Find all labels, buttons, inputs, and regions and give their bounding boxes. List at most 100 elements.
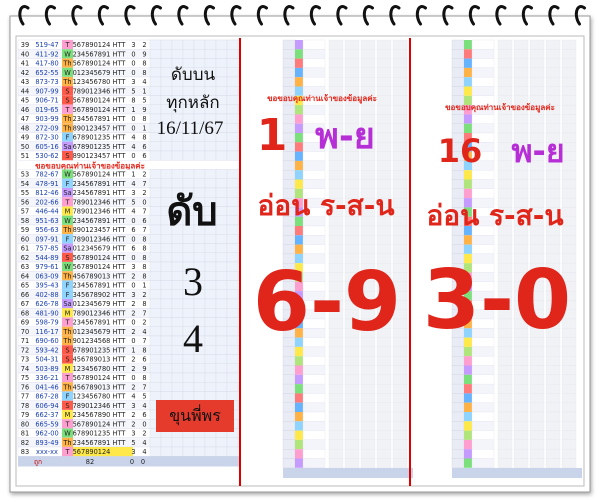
blank-cell — [182, 234, 195, 244]
stripe-blank — [360, 402, 376, 413]
stripe-blank — [392, 393, 408, 403]
table-cell: 503-89 — [35, 365, 58, 373]
table-cell: 962-00 — [35, 430, 58, 438]
blank-cell — [160, 261, 173, 272]
stripe-blank — [360, 458, 376, 468]
stripe-cell — [302, 458, 326, 468]
stripe-color — [464, 114, 472, 124]
table-cell: HTT — [113, 69, 127, 77]
table-cell: 6 — [142, 411, 146, 419]
table-cell: 567890124 — [73, 97, 111, 105]
table-cell: HTT — [113, 272, 127, 280]
stripe-num — [451, 170, 465, 180]
stripe-cell — [471, 77, 495, 87]
stripe-blank — [561, 421, 577, 431]
stripe-blank — [376, 132, 392, 143]
blank-cell — [160, 150, 173, 161]
ring — [44, 5, 56, 26]
stripe-color — [464, 356, 472, 366]
table-cell: 46 — [21, 106, 29, 114]
table-cell: 789012346 — [73, 402, 111, 410]
table-cell: 757-85 — [35, 245, 58, 253]
stripe-color — [464, 40, 472, 50]
blank-cell — [171, 335, 184, 346]
stripe-blank — [344, 402, 360, 413]
table-cell: 1 — [142, 87, 146, 95]
stripe-blank — [328, 160, 344, 171]
table-cell: 0 — [131, 235, 135, 243]
table-cell: 012345679 — [73, 328, 111, 336]
blank-cell — [160, 49, 173, 59]
stripe-blank — [328, 402, 344, 413]
table-cell: 812-46 — [35, 189, 58, 197]
blank-cell — [204, 354, 217, 364]
stripe-blank — [561, 86, 577, 96]
stripe-blank — [392, 411, 408, 422]
stripe-color — [295, 151, 303, 161]
stripe-num — [451, 235, 465, 245]
table-cell: Sa — [63, 300, 71, 308]
day-cell — [62, 391, 73, 401]
stripe-blank — [360, 67, 376, 78]
blank-cell — [171, 345, 184, 355]
stripe-color — [295, 253, 303, 264]
table-cell: 567890124 — [73, 171, 111, 179]
blank-cell — [215, 67, 228, 78]
blank-cell — [171, 252, 184, 263]
blank-cell — [182, 243, 195, 253]
stripe-color — [464, 458, 472, 468]
stripe-blank — [497, 374, 513, 385]
blank-cell — [149, 206, 162, 216]
table-cell: 45 — [21, 97, 29, 105]
table-cell: 66 — [21, 291, 29, 299]
table-cell: 867-28 — [35, 393, 58, 401]
stripe-blank — [513, 346, 529, 357]
blank-cell — [204, 335, 217, 346]
table-cell: HTT — [113, 328, 127, 336]
blank-cell — [204, 252, 217, 263]
stripe-blank — [392, 197, 408, 208]
blank-cell — [149, 104, 162, 115]
stripe-blank — [392, 104, 408, 115]
blank-cell — [204, 49, 217, 59]
stripe-blank — [497, 449, 513, 459]
stripe-blank — [344, 58, 360, 69]
stripe-color — [295, 170, 303, 180]
stripe-blank — [392, 421, 408, 431]
stripe-blank — [513, 421, 529, 431]
stripe-color — [464, 235, 472, 245]
stripe-color — [464, 337, 472, 347]
stripe-blank — [344, 170, 360, 180]
stripe-blank — [497, 411, 513, 422]
stripe-blank — [561, 402, 577, 413]
stripe-blank — [344, 439, 360, 450]
day-cell — [62, 215, 73, 225]
stripe-blank — [529, 235, 545, 245]
table-cell: 8 — [142, 346, 146, 354]
stripe-blank — [513, 449, 529, 459]
table-cell: 012345679 — [73, 245, 111, 253]
table-cell: 81 — [21, 430, 29, 438]
stripe-blank — [344, 244, 360, 255]
blank-cell — [171, 261, 184, 272]
stripe-blank — [344, 235, 360, 245]
blank-cell — [215, 326, 228, 337]
day-cell — [62, 104, 73, 114]
stripe-blank — [513, 67, 529, 78]
table-cell: 1 — [131, 106, 135, 114]
stripe-color — [295, 300, 303, 310]
stripe-blank — [529, 411, 545, 422]
stripe-blank — [392, 430, 408, 441]
blank-cell — [226, 298, 239, 309]
stripe-cell — [471, 402, 495, 413]
table-cell: 872-30 — [35, 134, 58, 142]
ring — [71, 5, 83, 26]
stripe-blank — [529, 458, 545, 468]
table-cell: 2 — [142, 189, 146, 197]
table-cell: 4 — [131, 393, 135, 401]
blank-cell — [149, 317, 162, 327]
stripe-cell — [471, 458, 495, 468]
stripe-blank — [376, 160, 392, 171]
stripe-blank — [376, 430, 392, 441]
stripe-blank — [376, 402, 392, 413]
